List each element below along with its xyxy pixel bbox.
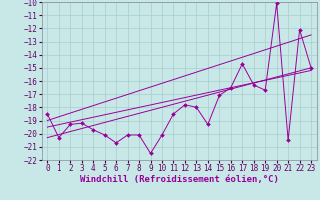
X-axis label: Windchill (Refroidissement éolien,°C): Windchill (Refroidissement éolien,°C) bbox=[80, 175, 279, 184]
